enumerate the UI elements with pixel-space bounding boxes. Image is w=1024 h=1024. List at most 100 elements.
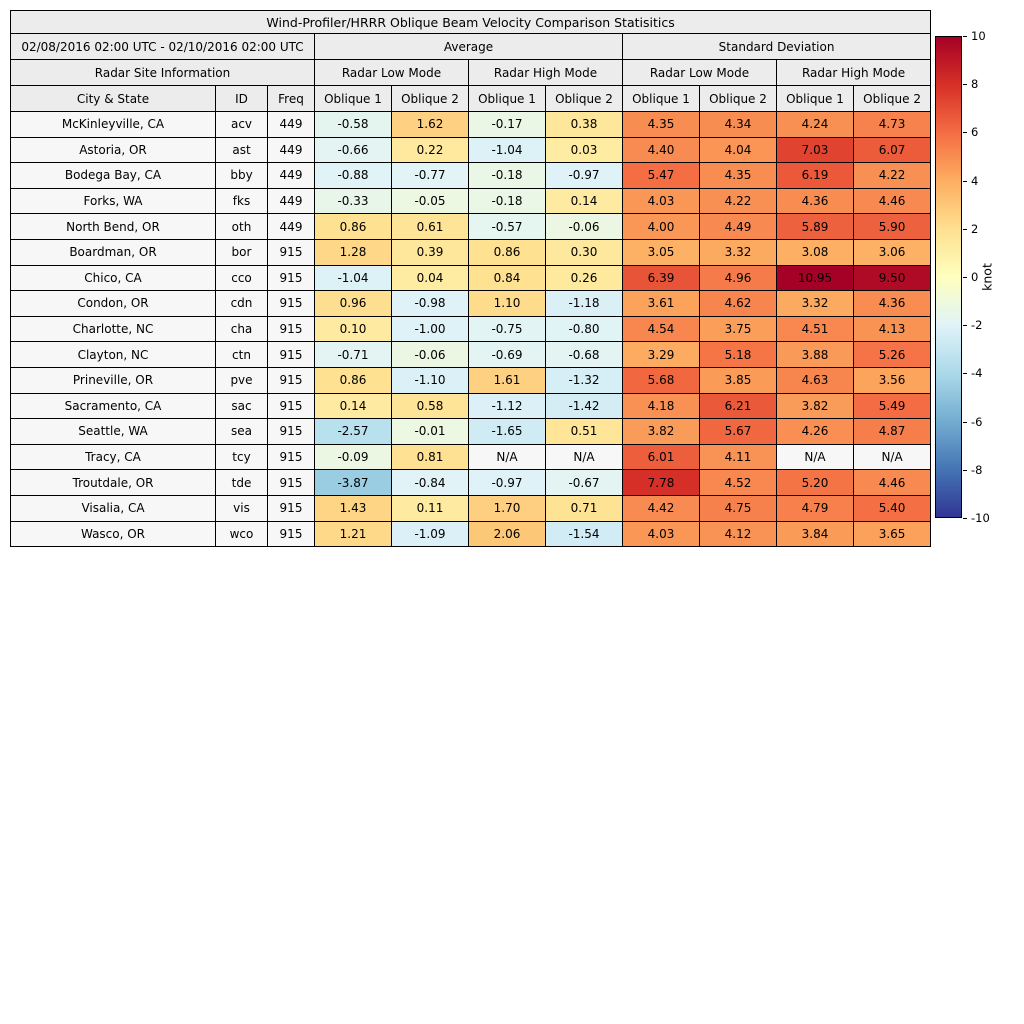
- cell-city: McKinleyville, CA: [10, 111, 216, 138]
- cell-value: 6.01: [622, 443, 700, 471]
- cell-value: 4.75: [699, 494, 777, 522]
- colorbar: 10 8 6 4 2 0 -2 -4 -6 -8 -10 knot: [935, 29, 1024, 525]
- cell-freq: 915: [267, 443, 315, 471]
- mode-header-avg-low: Radar Low Mode: [314, 59, 469, 86]
- cell-value: -1.54: [545, 520, 623, 548]
- cell-freq: 449: [267, 136, 315, 164]
- cell-city: Seattle, WA: [10, 418, 216, 445]
- cell-value: 6.39: [622, 264, 700, 292]
- col-header-id: ID: [215, 85, 268, 112]
- colorbar-tick-label: -4: [971, 366, 983, 381]
- cell-value: 4.24: [776, 111, 854, 138]
- cell-value: 5.67: [699, 418, 777, 445]
- cell-value: 6.19: [776, 162, 854, 189]
- cell-value: 1.70: [468, 494, 546, 522]
- cell-city: Visalia, CA: [10, 494, 216, 522]
- col-header-oblique-2: Oblique 2: [699, 85, 777, 112]
- cell-id: oth: [215, 213, 268, 240]
- cell-value: 3.84: [776, 520, 854, 548]
- cell-value: 1.10: [468, 290, 546, 317]
- cell-freq: 449: [267, 187, 315, 215]
- cell-value: 4.54: [622, 315, 700, 343]
- cell-id: tde: [215, 469, 268, 496]
- cell-id: cdn: [215, 290, 268, 317]
- mode-header-row: Radar Site Information Radar Low Mode Ra…: [10, 59, 932, 86]
- cell-city: Chico, CA: [10, 264, 216, 292]
- cell-value: -0.80: [545, 315, 623, 343]
- colorbar-tick-mark: [963, 132, 967, 134]
- table-row: Tracy, CA tcy 915 -0.09 0.81 N/A N/A 6.01 4.11 N/…: [10, 443, 932, 471]
- cell-value: 2.06: [468, 520, 546, 548]
- col-header-oblique-2: Oblique 2: [545, 85, 623, 112]
- cell-value: 4.63: [776, 366, 854, 394]
- col-header-oblique-1: Oblique 1: [314, 85, 392, 112]
- cell-value: 0.26: [545, 264, 623, 292]
- cell-freq: 449: [267, 162, 315, 189]
- table-row: Clayton, NC ctn 915 -0.71 -0.06 -0.69 -0.68 3.2…: [10, 341, 932, 368]
- cell-value: -0.33: [314, 187, 392, 215]
- colorbar-tick-mark: [963, 84, 967, 86]
- cell-value: -1.12: [468, 392, 546, 420]
- col-header-oblique-1: Oblique 1: [776, 85, 854, 112]
- cell-value: 4.52: [699, 469, 777, 496]
- cell-value: N/A: [545, 443, 623, 471]
- cell-value: 5.18: [699, 341, 777, 368]
- colorbar-label: knot: [979, 263, 995, 291]
- cell-id: cco: [215, 264, 268, 292]
- colorbar-tick-mark: [963, 421, 967, 423]
- table-row: Visalia, CA vis 915 1.43 0.11 1.70 0.71 4.42 4.7…: [10, 494, 932, 522]
- cell-value: 7.78: [622, 469, 700, 496]
- cell-city: Tracy, CA: [10, 443, 216, 471]
- cell-value: 4.36: [852, 290, 932, 317]
- cell-value: -0.05: [391, 187, 469, 215]
- table-row: Boardman, OR bor 915 1.28 0.39 0.86 0.30 3.05 3.…: [10, 238, 932, 266]
- cell-id: wco: [215, 520, 268, 548]
- cell-value: 4.26: [776, 418, 854, 445]
- cell-value: -1.00: [391, 315, 469, 343]
- cell-value: 6.07: [852, 136, 932, 164]
- cell-city: Charlotte, NC: [10, 315, 216, 343]
- colorbar-tick-label: -2: [971, 318, 983, 333]
- cell-value: 0.71: [545, 494, 623, 522]
- cell-value: 5.40: [852, 494, 932, 522]
- cell-value: 4.03: [622, 520, 700, 548]
- cell-value: 4.46: [852, 469, 932, 496]
- cell-value: 0.84: [468, 264, 546, 292]
- cell-value: -0.84: [391, 469, 469, 496]
- table-row: McKinleyville, CA acv 449 -0.58 1.62 -0.17 0.3…: [10, 111, 932, 138]
- cell-value: 0.14: [314, 392, 392, 420]
- cell-value: -0.88: [314, 162, 392, 189]
- cell-id: fks: [215, 187, 268, 215]
- cell-value: 0.96: [314, 290, 392, 317]
- column-header-row: City & State ID Freq Oblique 1 Oblique 2…: [10, 85, 932, 112]
- cell-value: N/A: [468, 443, 546, 471]
- cell-id: cha: [215, 315, 268, 343]
- cell-value: 3.06: [852, 238, 932, 266]
- cell-value: 4.79: [776, 494, 854, 522]
- cell-value: 4.03: [622, 187, 700, 215]
- cell-freq: 915: [267, 264, 315, 292]
- cell-freq: 915: [267, 341, 315, 368]
- cell-value: 4.22: [699, 187, 777, 215]
- col-header-oblique-2: Oblique 2: [391, 85, 469, 112]
- cell-city: Wasco, OR: [10, 520, 216, 548]
- cell-value: -1.42: [545, 392, 623, 420]
- cell-freq: 449: [267, 213, 315, 240]
- cell-value: 4.51: [776, 315, 854, 343]
- cell-value: 0.58: [391, 392, 469, 420]
- cell-value: 6.21: [699, 392, 777, 420]
- cell-freq: 915: [267, 238, 315, 266]
- cell-value: 5.20: [776, 469, 854, 496]
- cell-value: 3.05: [622, 238, 700, 266]
- cell-id: ctn: [215, 341, 268, 368]
- cell-value: 4.49: [699, 213, 777, 240]
- cell-value: -1.04: [314, 264, 392, 292]
- cell-value: -0.09: [314, 443, 392, 471]
- cell-value: 1.61: [468, 366, 546, 394]
- cell-value: 4.11: [699, 443, 777, 471]
- cell-value: 0.81: [391, 443, 469, 471]
- cell-value: -0.67: [545, 469, 623, 496]
- cell-value: 3.32: [699, 238, 777, 266]
- cell-id: bby: [215, 162, 268, 189]
